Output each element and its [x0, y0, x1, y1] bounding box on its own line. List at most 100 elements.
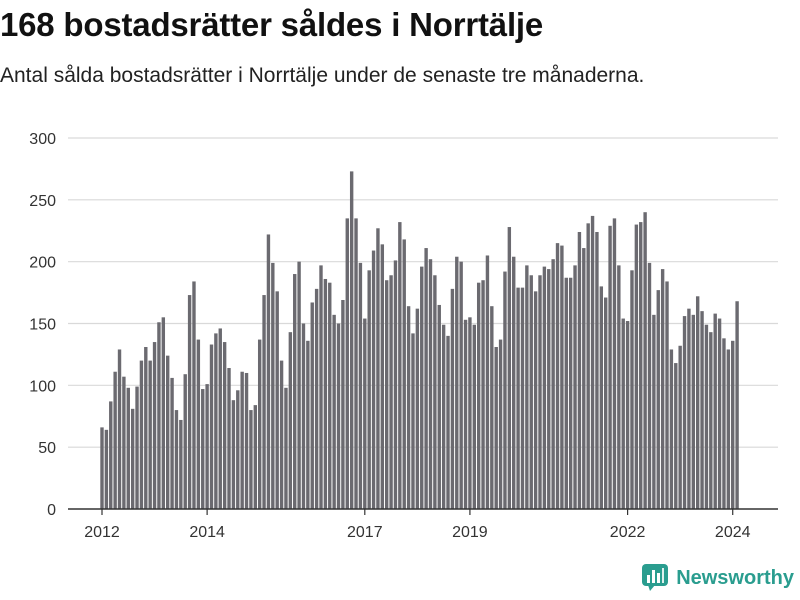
bar	[643, 212, 647, 509]
bar	[568, 277, 573, 509]
bar	[731, 340, 735, 509]
bar	[415, 308, 420, 509]
bar	[187, 295, 192, 509]
bar	[647, 262, 652, 509]
brand-name: Newsworthy	[676, 566, 794, 589]
bar	[665, 281, 669, 509]
bar	[122, 376, 126, 509]
bar	[157, 322, 161, 509]
bar	[691, 314, 695, 509]
bar	[349, 171, 354, 509]
page-title: 168 bostadsrätter såldes i Norrtälje	[0, 6, 544, 43]
bar	[621, 318, 625, 509]
bar	[612, 218, 617, 509]
bar	[319, 265, 323, 509]
bar	[590, 215, 595, 509]
bar	[428, 259, 433, 509]
bar	[411, 333, 415, 509]
x-tick-label: 2022	[610, 524, 646, 541]
bar	[599, 286, 604, 509]
bar	[288, 332, 293, 509]
bar	[271, 262, 275, 509]
bar	[332, 314, 336, 509]
bar	[152, 342, 157, 509]
newsworthy-logo-icon	[642, 564, 669, 591]
bar	[380, 244, 385, 509]
bar	[293, 274, 297, 509]
y-tick-label: 150	[29, 317, 56, 334]
bar	[376, 228, 380, 509]
bar	[345, 218, 349, 509]
bar	[441, 324, 446, 509]
bar	[617, 265, 621, 509]
y-tick-label: 200	[29, 255, 56, 272]
bar	[704, 324, 709, 509]
bar	[354, 218, 358, 509]
bar	[371, 250, 376, 510]
bar	[227, 368, 231, 509]
bar	[314, 288, 319, 509]
bar	[674, 363, 678, 509]
bar	[450, 288, 455, 509]
bar	[109, 401, 113, 509]
bar	[135, 386, 139, 509]
bar	[240, 371, 244, 509]
x-tick-label: 2017	[347, 524, 383, 541]
bar	[398, 222, 402, 509]
bar	[512, 256, 516, 509]
bar	[709, 332, 713, 509]
bar	[336, 323, 341, 509]
y-tick-label: 300	[29, 131, 56, 148]
bar	[284, 387, 288, 509]
bar	[279, 360, 284, 509]
y-tick-label: 50	[38, 440, 56, 457]
bar	[468, 317, 472, 509]
bar	[100, 427, 104, 509]
bar	[323, 278, 328, 509]
bar	[485, 255, 490, 509]
bar	[402, 239, 406, 509]
x-tick-label: 2019	[452, 524, 488, 541]
bar	[472, 324, 476, 509]
bar	[564, 277, 568, 509]
bar	[214, 333, 218, 509]
bar	[577, 231, 582, 509]
bar	[586, 223, 590, 509]
bar	[275, 291, 279, 509]
bar	[301, 323, 306, 509]
bar	[542, 266, 547, 509]
bar	[183, 374, 187, 509]
bar	[257, 339, 262, 509]
bar	[459, 261, 463, 509]
bar	[669, 349, 674, 509]
bar	[498, 339, 503, 509]
bar	[608, 225, 612, 510]
bar	[735, 301, 739, 509]
bar	[560, 245, 564, 509]
bar	[126, 387, 130, 509]
x-tick-label: 2024	[715, 524, 751, 541]
bar	[726, 349, 731, 509]
bar	[634, 224, 639, 509]
bar	[682, 316, 687, 509]
bar	[529, 275, 533, 509]
bar	[266, 234, 271, 509]
bar	[652, 314, 656, 509]
bar	[170, 377, 174, 509]
bar	[520, 287, 525, 509]
bar	[722, 338, 726, 509]
bar	[424, 248, 428, 509]
y-tick-label: 250	[29, 193, 56, 210]
bar	[695, 296, 700, 509]
bar	[713, 313, 717, 509]
bar	[218, 328, 222, 509]
bar	[455, 256, 459, 509]
bar	[547, 269, 551, 509]
bar	[490, 306, 494, 509]
bar	[573, 265, 577, 509]
bar	[656, 290, 660, 509]
bar	[205, 384, 209, 509]
bar	[604, 297, 608, 509]
bar	[192, 281, 196, 509]
bar	[476, 282, 481, 509]
